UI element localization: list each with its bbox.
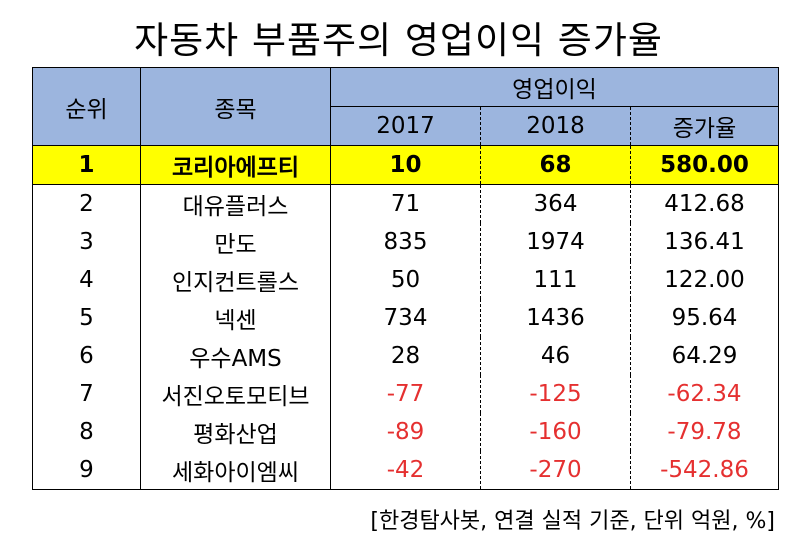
rank-cell: 1 [32, 145, 141, 185]
value-2017-cell: 28 [330, 337, 481, 375]
value-2017-cell: 50 [330, 261, 481, 299]
source-note: [한경탐사봇, 연결 실적 기준, 단위 억원, %] [370, 509, 775, 534]
value-2017-cell: -42 [330, 451, 481, 490]
value-2018-cell: 1974 [480, 223, 631, 261]
table-row: 3 만도 835 1974 136.41 [32, 223, 779, 261]
value-2018-cell: 68 [480, 145, 631, 185]
value-2017-cell: 71 [330, 184, 481, 223]
name-cell: 만도 [140, 223, 331, 261]
page-title: 자동차 부품주의 영업이익 증가율 [134, 19, 663, 62]
name-cell: 세화아이엠씨 [140, 451, 331, 490]
header-year-2018: 2018 [480, 106, 631, 146]
header-growth-rate: 증가율 [630, 106, 779, 146]
value-2018-cell: 111 [480, 261, 631, 299]
value-2018-cell: -125 [480, 375, 631, 413]
value-2018-cell: 364 [480, 184, 631, 223]
rank-cell: 6 [32, 337, 141, 375]
header-rank: 순위 [32, 67, 141, 146]
value-2017-cell: -89 [330, 413, 481, 451]
name-cell: 평화산업 [140, 413, 331, 451]
table-row: 2 대유플러스 71 364 412.68 [32, 184, 779, 223]
rank-cell: 7 [32, 375, 141, 413]
table-row: 1 코리아에프티 10 68 580.00 [32, 145, 779, 185]
value-2018-cell: 46 [480, 337, 631, 375]
value-2017-cell: 835 [330, 223, 481, 261]
name-cell: 대유플러스 [140, 184, 331, 223]
earnings-table: 순위 종목 영업이익 2017 2018 증가율 1 코리아에프티 10 68 580.… [32, 67, 779, 490]
header-operating-profit: 영업이익 [330, 67, 779, 107]
name-cell: 서진오토모티브 [140, 375, 331, 413]
growth-rate-cell: -542.86 [630, 451, 779, 490]
growth-rate-cell: 64.29 [630, 337, 779, 375]
rank-cell: 8 [32, 413, 141, 451]
table-row: 9 세화아이엠씨 -42 -270 -542.86 [32, 451, 779, 490]
growth-rate-cell: -79.78 [630, 413, 779, 451]
rank-cell: 2 [32, 184, 141, 223]
header-row-sub: 2017 2018 증가율 [32, 106, 779, 146]
name-cell: 넥센 [140, 299, 331, 337]
rank-cell: 5 [32, 299, 141, 337]
table-row: 8 평화산업 -89 -160 -79.78 [32, 413, 779, 451]
rank-cell: 3 [32, 223, 141, 261]
rank-cell: 4 [32, 261, 141, 299]
table-row: 5 넥센 734 1436 95.64 [32, 299, 779, 337]
growth-rate-cell: 580.00 [630, 145, 779, 185]
growth-rate-cell: 95.64 [630, 299, 779, 337]
header-year-2017: 2017 [330, 106, 481, 146]
value-2018-cell: -160 [480, 413, 631, 451]
value-2018-cell: -270 [480, 451, 631, 490]
growth-rate-cell: 412.68 [630, 184, 779, 223]
name-cell: 우수AMS [140, 337, 331, 375]
value-2018-cell: 1436 [480, 299, 631, 337]
name-cell: 인지컨트롤스 [140, 261, 331, 299]
table-row: 7 서진오토모티브 -77 -125 -62.34 [32, 375, 779, 413]
growth-rate-cell: 136.41 [630, 223, 779, 261]
rank-cell: 9 [32, 451, 141, 490]
value-2017-cell: -77 [330, 375, 481, 413]
growth-rate-cell: -62.34 [630, 375, 779, 413]
value-2017-cell: 734 [330, 299, 481, 337]
value-2017-cell: 10 [330, 145, 481, 185]
growth-rate-cell: 122.00 [630, 261, 779, 299]
name-cell: 코리아에프티 [140, 145, 331, 185]
table-row: 6 우수AMS 28 46 64.29 [32, 337, 779, 375]
header-name: 종목 [140, 67, 331, 146]
header-row-top: 순위 종목 영업이익 [32, 67, 779, 146]
table-row: 4 인지컨트롤스 50 111 122.00 [32, 261, 779, 299]
